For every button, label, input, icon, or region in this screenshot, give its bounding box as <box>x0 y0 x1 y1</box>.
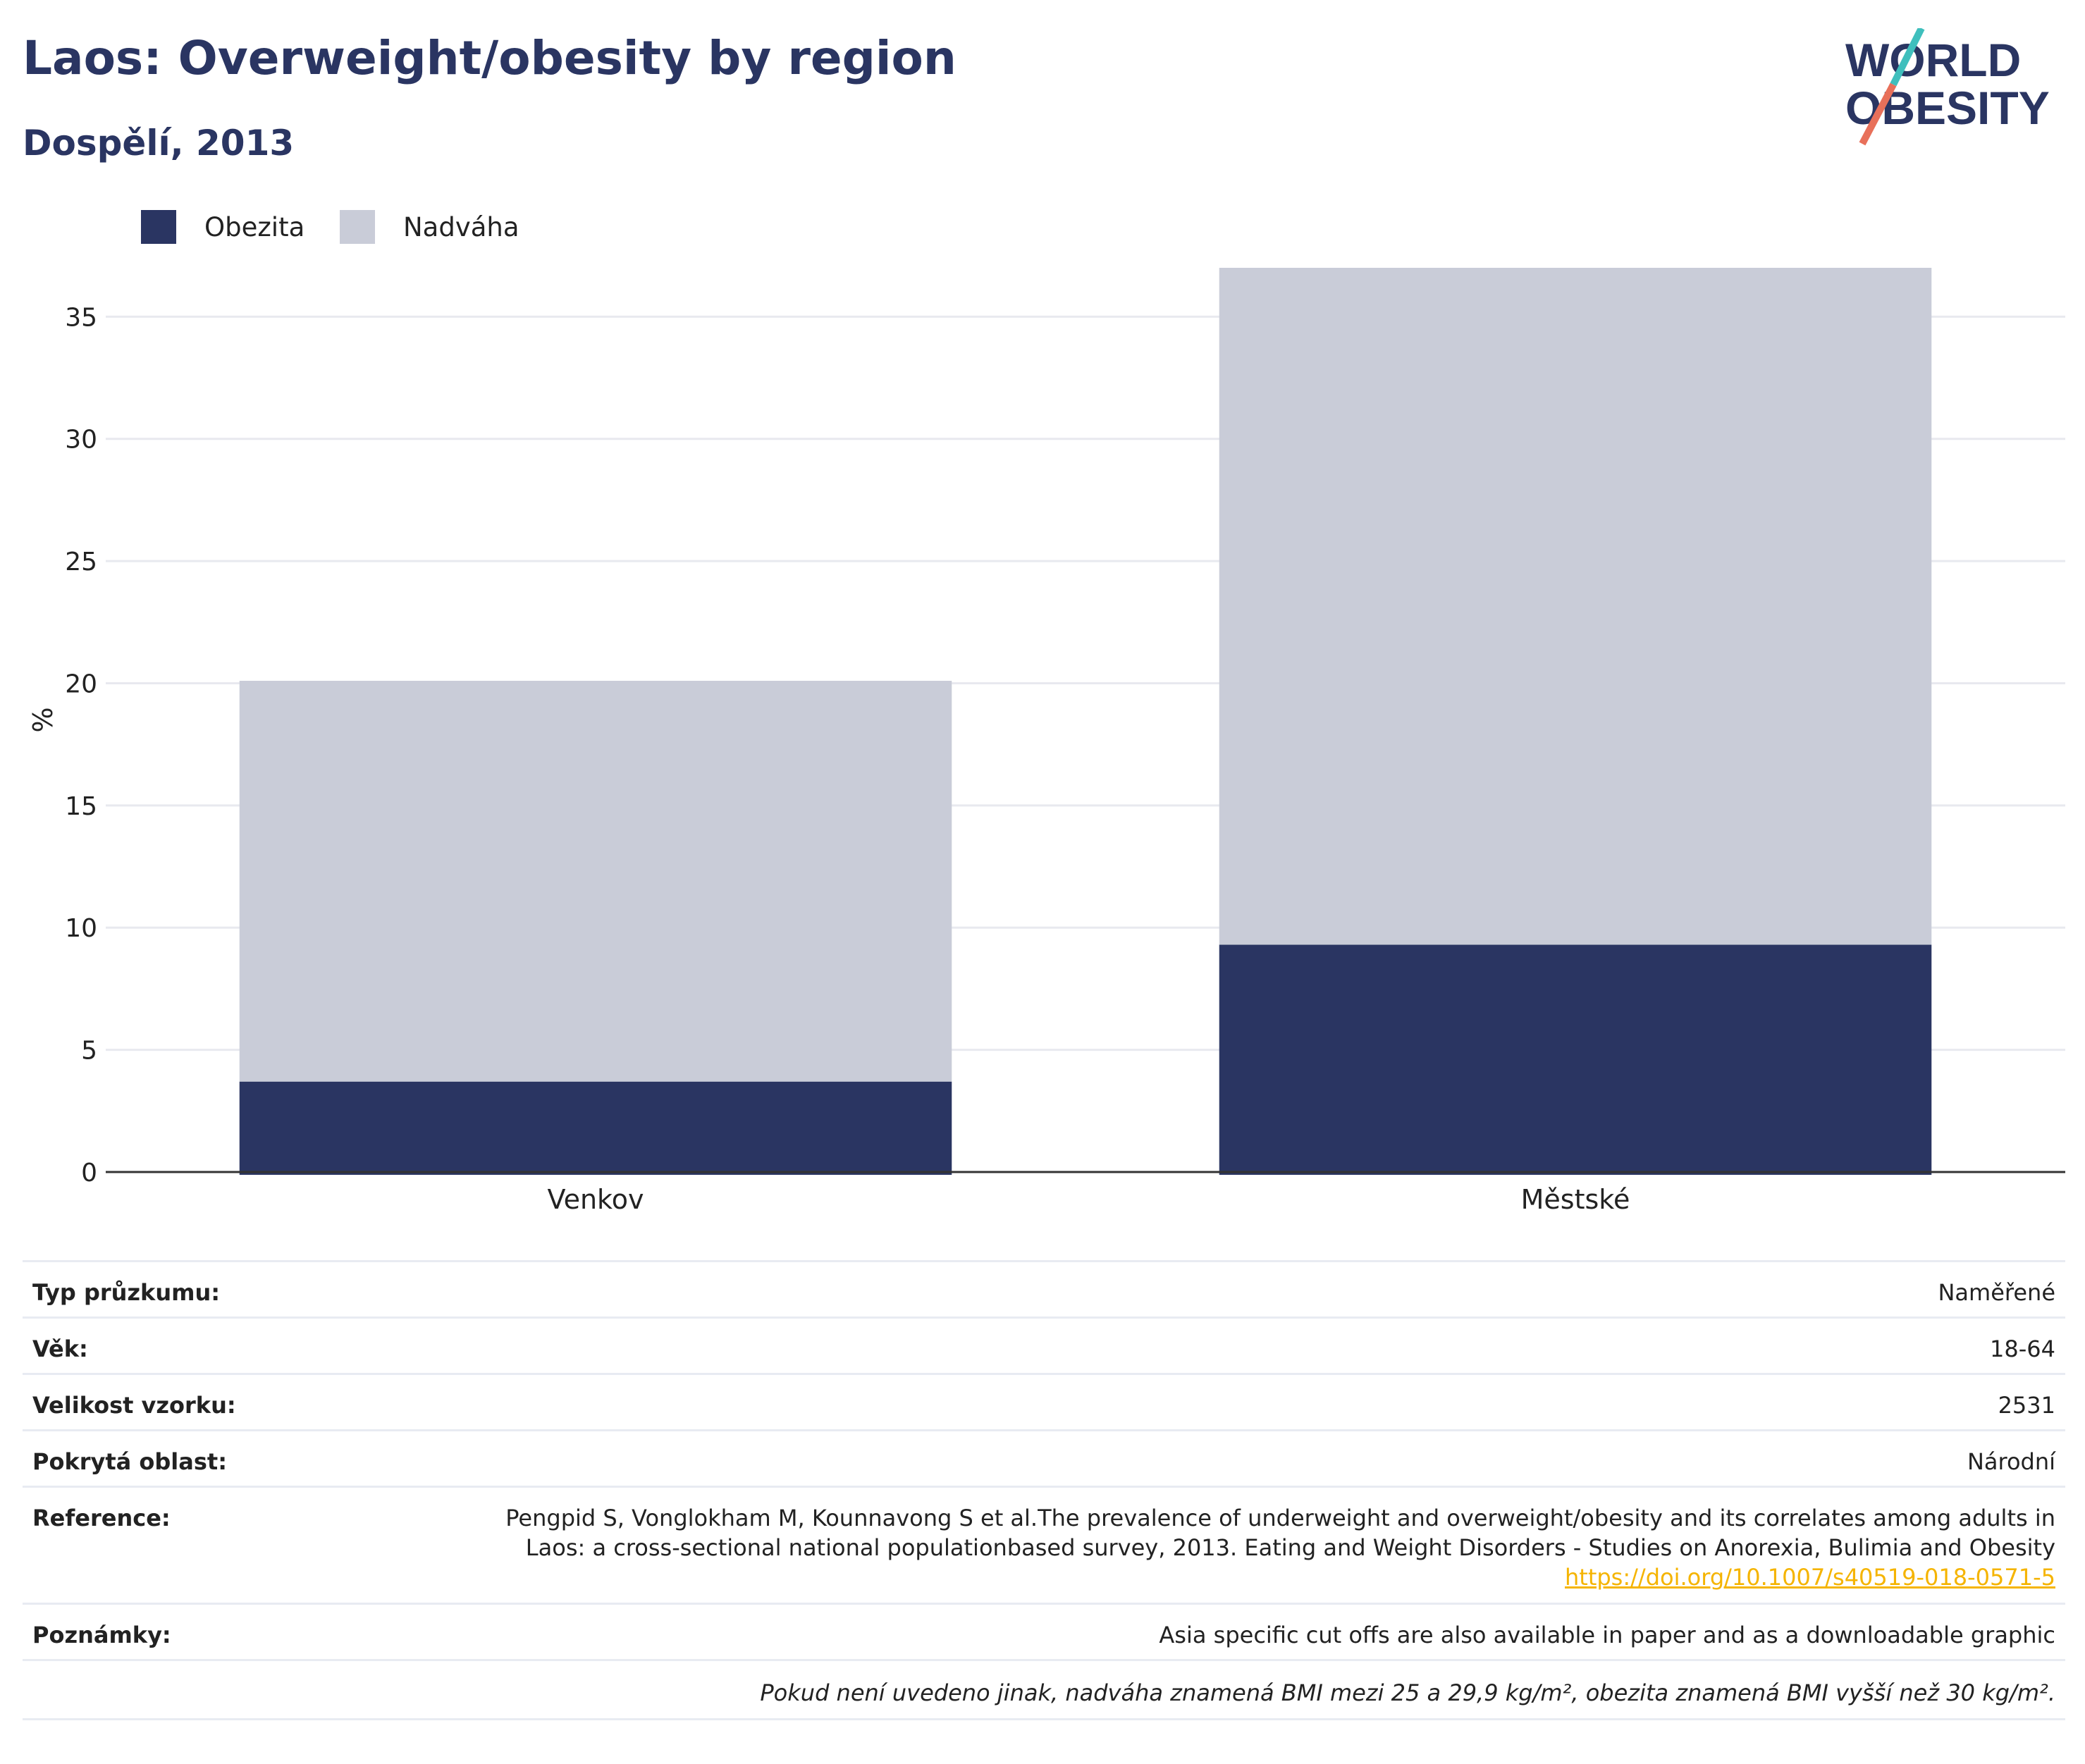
metadata-table: Typ průzkumu: Naměřené Věk: 18-64 Veliko… <box>23 1260 2065 1720</box>
reference-doi-link[interactable]: https://doi.org/10.1007/s40519-018-0571-… <box>1564 1564 2055 1591</box>
meta-row-footnote: Pokud není uvedeno jinak, nadváha znamen… <box>23 1659 2065 1720</box>
logo-text-world: WORLD <box>1845 34 2021 86</box>
meta-row-sample-size: Velikost vzorku: 2531 <box>23 1373 2065 1431</box>
legend-swatch-obezita <box>141 210 176 244</box>
y-tick-label: 35 <box>65 303 97 332</box>
bar-nadváha-2 <box>1219 268 1932 945</box>
y-tick-label: 0 <box>81 1159 97 1188</box>
meta-row-coverage: Pokrytá oblast: Národní <box>23 1429 2065 1487</box>
logo-text-obesity: OBESITY <box>1845 82 2050 134</box>
y-tick-label: 10 <box>65 914 97 943</box>
meta-value: Národní <box>445 1429 2065 1487</box>
meta-label: Poznámky: <box>23 1603 445 1660</box>
meta-value-reference: Pengpid S, Vonglokham M, Kounnavong S et… <box>445 1486 2065 1604</box>
world-obesity-logo: WORLD OBESITY <box>1845 28 2050 146</box>
legend-label-obezita: Obezita <box>204 211 305 242</box>
meta-row-notes: Poznámky: Asia specific cut offs are als… <box>23 1603 2065 1660</box>
meta-value: 2531 <box>445 1373 2065 1431</box>
meta-row-age: Věk: 18-64 <box>23 1316 2065 1374</box>
logo-slash-teal <box>1890 28 1925 87</box>
reference-text: Pengpid S, Vonglokham M, Kounnavong S et… <box>505 1505 2055 1561</box>
y-axis-label: % <box>27 707 59 732</box>
meta-label: Velikost vzorku: <box>23 1373 445 1431</box>
x-tick-label: Městské <box>1521 1184 1630 1215</box>
meta-value: 18-64 <box>445 1316 2065 1374</box>
bar-chart: 0 5 10 15 20 25 30 35% Venkov Městské <box>27 268 2065 1215</box>
y-tick-label: 5 <box>81 1037 97 1066</box>
meta-value: Asia specific cut offs are also availabl… <box>445 1603 2065 1660</box>
meta-row-survey-type: Typ průzkumu: Naměřené <box>23 1260 2065 1318</box>
y-tick-label: 15 <box>65 792 97 821</box>
legend-item-nadvaha[interactable]: Nadváha <box>340 209 519 245</box>
logo-slash-coral <box>1859 82 1897 146</box>
y-tick-label: 25 <box>65 548 97 576</box>
chart-title: Laos: Overweight/obesity by region <box>23 31 957 85</box>
chart-subtitle: Dospělí, 2013 <box>23 123 295 164</box>
x-tick-label: Venkov <box>548 1184 644 1215</box>
meta-label: Věk: <box>23 1316 445 1374</box>
bar-obezita-1 <box>239 1081 952 1175</box>
bar-nadváha-1 <box>239 681 952 1082</box>
meta-row-reference: Reference: Pengpid S, Vonglokham M, Koun… <box>23 1486 2065 1604</box>
meta-label: Pokrytá oblast: <box>23 1429 445 1487</box>
bmi-footnote: Pokud není uvedeno jinak, nadváha znamen… <box>23 1659 2065 1720</box>
y-tick-label: 30 <box>65 426 97 455</box>
meta-label: Reference: <box>23 1486 445 1604</box>
meta-value: Naměřené <box>445 1260 2065 1318</box>
legend-item-obezita[interactable]: Obezita <box>141 209 305 245</box>
bar-obezita-2 <box>1219 944 1932 1175</box>
legend-swatch-nadvaha <box>340 210 375 244</box>
y-tick-label: 20 <box>65 670 97 698</box>
legend-label-nadvaha: Nadváha <box>403 211 519 242</box>
meta-label: Typ průzkumu: <box>23 1260 445 1318</box>
